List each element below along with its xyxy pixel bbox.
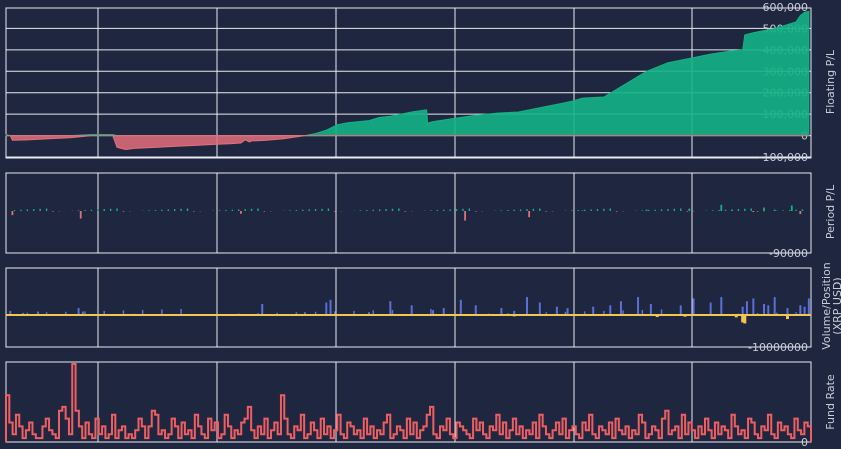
y-tick-fund: 0 <box>801 436 808 449</box>
fund-rate-line <box>5 363 812 442</box>
y-axis-label-volume-unit: (XRP USD) <box>831 277 841 334</box>
y-axis-label-floating: Floating P/L <box>824 49 837 114</box>
panel-frame-period <box>5 172 812 254</box>
y-tick-period: -90000 <box>769 247 808 260</box>
y-tick-floating-0: 600,000 <box>763 1 809 14</box>
panel-frame-fund <box>5 361 812 443</box>
panel-frame-volume <box>5 267 812 348</box>
y-tick-volume: -10000000 <box>748 341 808 354</box>
floating-loss-area <box>6 135 809 151</box>
floating-profit-area <box>5 10 810 137</box>
y-axis-label-period: Period P/L <box>824 184 837 239</box>
y-axis-label-volume: Volume/Position <box>820 262 833 349</box>
y-tick-floating-7: -100,000 <box>759 151 808 164</box>
panel-frame-floating <box>5 7 812 159</box>
y-axis-label-fund: Fund Rate <box>824 374 837 430</box>
